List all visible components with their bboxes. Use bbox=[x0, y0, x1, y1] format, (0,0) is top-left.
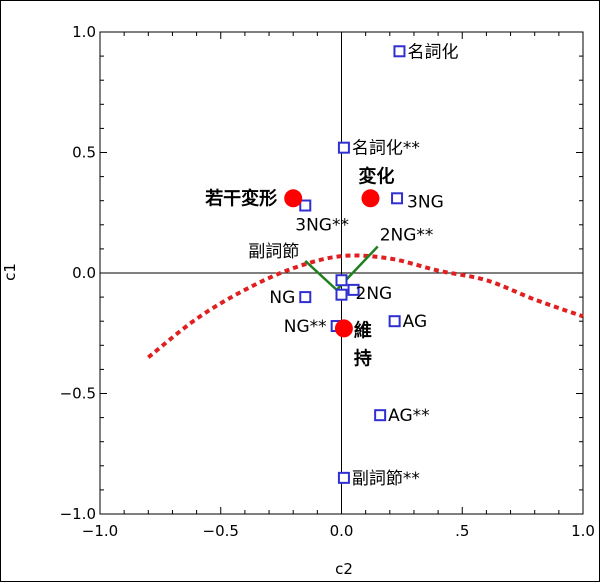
square-point bbox=[393, 45, 406, 58]
fitted-curve-layer bbox=[147, 253, 584, 359]
point-label: 副詞節** bbox=[352, 469, 420, 489]
y-axis-title: c1 bbox=[1, 263, 19, 281]
point-label: 2NG bbox=[356, 284, 393, 304]
fitted-curve bbox=[147, 253, 584, 359]
point-label: 3NG bbox=[407, 192, 444, 212]
square-point bbox=[299, 199, 312, 212]
circle-label: 維 bbox=[354, 319, 372, 341]
circle-point bbox=[334, 319, 353, 338]
square-point bbox=[337, 141, 350, 154]
x-axis-title: c2 bbox=[335, 560, 353, 578]
point-label: 名詞化 bbox=[407, 42, 458, 62]
circle-label: 若干変形 bbox=[204, 187, 277, 209]
circle-label: 持 bbox=[354, 347, 372, 369]
x-tick-label: 0.0 bbox=[330, 522, 354, 540]
circle-label: 変化 bbox=[358, 165, 394, 187]
square-point bbox=[299, 291, 312, 304]
point-label: 名詞化** bbox=[352, 139, 420, 159]
point-label: AG bbox=[403, 312, 428, 332]
reference-lines bbox=[100, 32, 583, 514]
x-tick-label: .5 bbox=[455, 522, 469, 540]
square-point bbox=[374, 409, 387, 422]
point-label: NG bbox=[269, 288, 295, 308]
y-tick-label: 0.0 bbox=[72, 264, 96, 282]
point-layer bbox=[284, 45, 406, 484]
circle-point bbox=[361, 189, 380, 208]
square-point bbox=[335, 288, 348, 301]
square-point bbox=[388, 315, 401, 328]
circle-point bbox=[284, 189, 303, 208]
point-label: AG** bbox=[388, 406, 430, 426]
square-point bbox=[347, 283, 360, 296]
y-tick-label: 0.5 bbox=[72, 144, 96, 162]
x-tick-label: 1.0 bbox=[571, 522, 595, 540]
y-tick-label: −1.0 bbox=[60, 505, 96, 523]
point-label: NG** bbox=[284, 317, 327, 337]
vector-label: 副詞節 bbox=[248, 242, 299, 262]
point-label: 3NG** bbox=[295, 216, 349, 236]
square-point bbox=[337, 471, 350, 484]
square-point bbox=[335, 274, 348, 287]
square-point bbox=[391, 192, 404, 205]
x-tick-label: −1.0 bbox=[82, 522, 118, 540]
x-tick-label: −0.5 bbox=[203, 522, 239, 540]
vector-line bbox=[304, 260, 338, 291]
y-tick-label: −0.5 bbox=[60, 385, 96, 403]
vector-label: 2NG** bbox=[380, 225, 434, 245]
y-tick-label: 1.0 bbox=[72, 23, 96, 41]
